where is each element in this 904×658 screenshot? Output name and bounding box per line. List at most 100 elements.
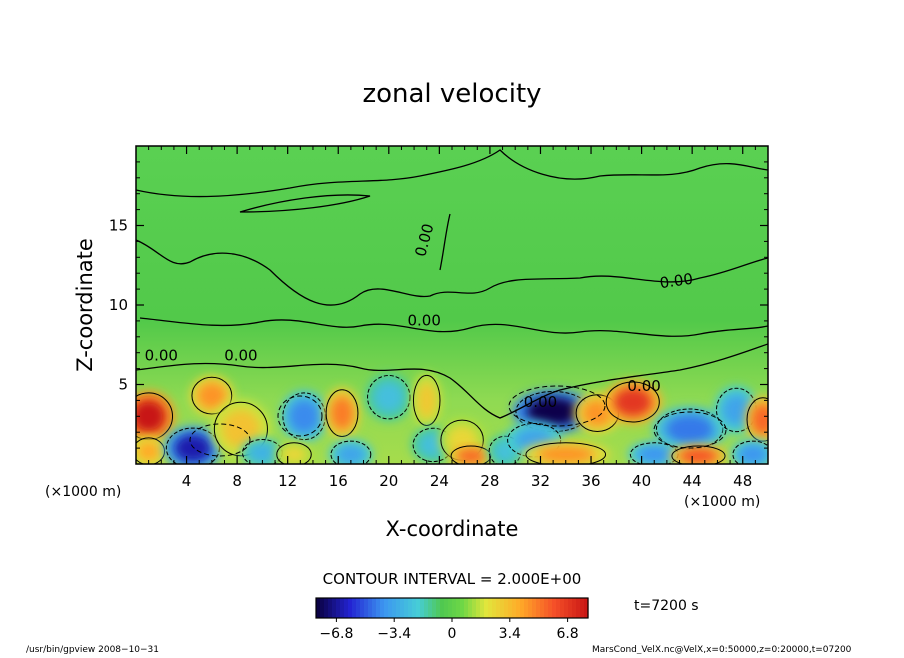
footer-source: MarsCond_VelX.nc@VelX,x=0:50000,z=0:2000… [592,645,852,654]
colorbar-swatch [404,598,409,618]
colorbar-swatch [560,598,565,618]
contour-dashed-ring [653,411,727,449]
y-axis-ticks: 5 10 15 [109,161,768,449]
colorbar-swatch [548,598,553,618]
colorbar-swatch [460,598,465,618]
heat-cell-contour [671,445,726,464]
colorbar-swatch [532,598,537,618]
heat-cell-contour [213,401,268,457]
contour-label: 0.00 [659,270,695,292]
heat-cell [136,436,167,464]
y-tick-label: 10 [109,296,128,314]
heat-cell-core [456,448,486,464]
colorbar-swatch [336,598,341,618]
footer-program: /usr/bin/gpview 2008−10−31 [26,645,159,654]
colorbar-tick-label: −3.4 [377,626,411,642]
x-tick-label: 20 [379,472,398,490]
heat-cell-contour [330,440,372,464]
colorbar-swatch [484,598,489,618]
heat-cell-contour [525,442,607,464]
heat-cell-core [417,382,437,419]
colorbar-swatch [444,598,449,618]
heat-cell-contour [191,376,233,415]
colorbar-swatch [556,598,561,618]
heat-cell-contour [367,375,411,420]
heat-cell-contour [412,374,441,426]
heat-cell [745,395,768,444]
contour-lines [136,149,768,419]
heat-cell [190,375,234,416]
chart-title: zonal velocity [362,79,541,109]
heat-cell-core [197,382,227,409]
heat-cell [731,439,768,464]
colorbar-swatch [468,598,473,618]
heat-cell-core [637,446,672,463]
x-axis-ticks: 4 8 12 16 20 24 28 32 36 40 44 48 [148,146,756,490]
colorbar-swatch [472,598,477,618]
colorbar-tick-label: 6.8 [556,626,578,642]
time-label: t=7200 s [634,598,699,614]
colorbar-swatch [372,598,377,618]
x-tick-label: 12 [278,472,297,490]
x-tick-label: 48 [733,472,752,490]
colorbar-swatch [376,598,381,618]
colorbar-swatch [424,598,429,618]
colorbar-swatch [332,598,337,618]
heat-cell-core [722,394,751,426]
colorbar-swatch [508,598,513,618]
contour-line-low [136,343,768,419]
heat-cell-core [665,414,714,444]
colorbar-swatch [328,598,333,618]
colorbar-swatch [352,598,357,618]
heat-cell-core [137,441,161,461]
x-axis-unit-left: (×1000 m) [45,484,121,500]
heat-cell-core [373,381,404,413]
colorbar-swatch [520,598,525,618]
contour-dashed-ring [277,395,323,437]
heat-cell-core [613,387,652,417]
colorbar-swatch [428,598,433,618]
heat-cell [522,441,610,464]
colorbar-swatch [344,598,349,618]
colorbar-swatch [440,598,445,618]
heat-cell [669,445,728,464]
colorbar-swatch [584,598,589,618]
y-tick-label: 5 [118,376,128,394]
heat-cell-core [330,396,354,430]
colorbar-swatch [380,598,385,618]
heat-cell-core [248,443,277,463]
colorbar-swatch [416,598,421,618]
heat-cell-core [281,446,307,463]
heat-cell [365,373,413,421]
colorbar-swatch [528,598,533,618]
contour-line-mid2 [139,317,768,337]
colorbar-swatch [436,598,441,618]
contour-label: 0.00 [145,347,178,365]
contour-dashed-ring [189,423,251,457]
colorbar-tick-label: 3.4 [499,626,521,642]
colorbar-swatch [408,598,413,618]
x-tick-label: 44 [683,472,702,490]
contour-interval-text: CONTOUR INTERVAL = 2.000E+00 [323,570,582,588]
x-tick-label: 40 [632,472,651,490]
colorbar-swatch [420,598,425,618]
heat-cell [240,438,285,464]
colorbar-swatch [388,598,393,618]
x-tick-label: 32 [531,472,550,490]
colorbar-swatch [400,598,405,618]
colorbar-swatch [448,598,453,618]
colorbar-swatch [384,598,389,618]
y-axis-label: Z-coordinate [73,238,97,372]
heatmap-field [136,372,768,464]
x-tick-label: 36 [581,472,600,490]
contour-label: 0.00 [224,347,257,365]
colorbar-swatch [360,598,365,618]
colorbar-swatch [496,598,501,618]
colorbar-swatch [568,598,573,618]
heat-cell-contour [746,397,768,442]
heat-cell-contour [325,389,359,437]
colorbar-swatch [524,598,529,618]
contour-dashed-lines [189,385,727,457]
heat-cell [603,380,662,424]
colorbar-swatch [456,598,461,618]
